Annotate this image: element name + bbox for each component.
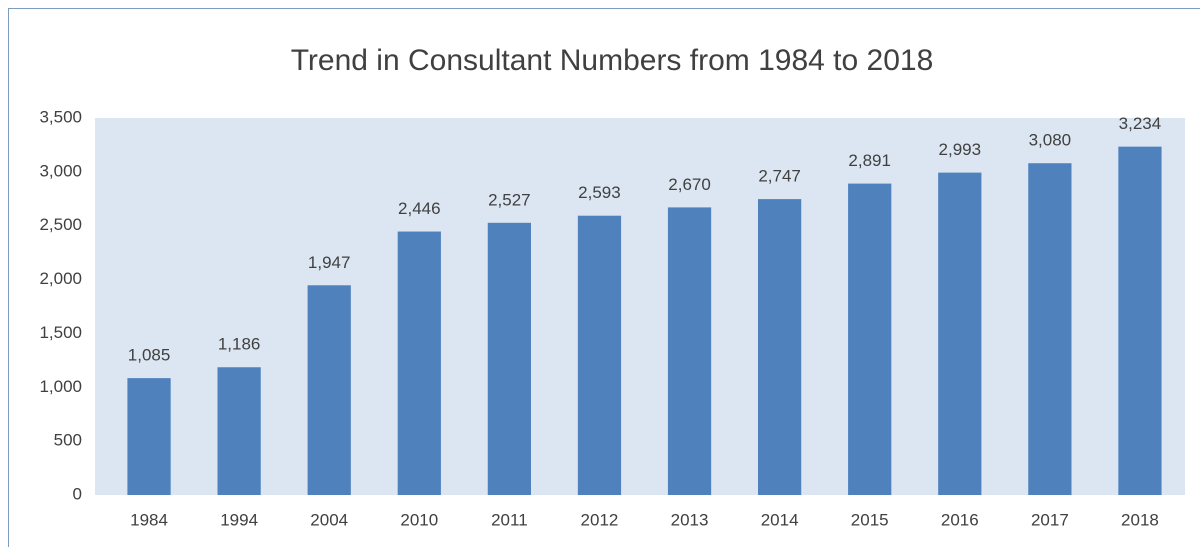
x-tick-label: 1994 — [220, 510, 258, 529]
y-tick-label: 1,500 — [39, 323, 82, 342]
bar — [848, 183, 892, 495]
data-label: 2,527 — [488, 190, 531, 209]
data-label: 2,593 — [578, 183, 621, 202]
bar — [1028, 163, 1072, 496]
data-label: 1,085 — [128, 346, 171, 365]
x-tick-label: 2010 — [400, 510, 438, 529]
data-label: 2,446 — [398, 199, 441, 218]
x-tick-label: 2012 — [581, 510, 619, 529]
data-label: 1,186 — [218, 335, 261, 354]
bar — [577, 215, 622, 496]
chart-title: Trend in Consultant Numbers from 1984 to… — [291, 44, 934, 77]
data-label: 3,234 — [1119, 114, 1162, 133]
plot-area — [95, 118, 1185, 495]
x-tick-label: 2015 — [851, 510, 889, 529]
bar — [938, 172, 982, 495]
y-tick-label: 0 — [73, 484, 82, 503]
x-tick-label: 2017 — [1031, 510, 1069, 529]
bar — [667, 207, 712, 495]
y-tick-label: 500 — [54, 431, 82, 450]
bar — [217, 367, 261, 495]
data-label: 3,080 — [1029, 131, 1072, 150]
y-tick-label: 1,000 — [39, 377, 82, 396]
data-label: 1,947 — [308, 253, 351, 272]
y-tick-label: 2,500 — [39, 215, 82, 234]
x-tick-label: 1984 — [130, 510, 168, 529]
x-tick-label: 2018 — [1121, 510, 1159, 529]
x-tick-label: 2013 — [671, 510, 709, 529]
x-tick-label: 2011 — [491, 510, 528, 529]
bar — [758, 199, 802, 495]
bar — [397, 231, 441, 495]
bar — [307, 285, 351, 495]
x-tick-label: 2016 — [941, 510, 979, 529]
y-tick-label: 3,500 — [39, 107, 82, 126]
bar — [1118, 146, 1162, 496]
data-label: 2,670 — [668, 175, 711, 194]
data-label: 2,993 — [939, 140, 982, 159]
y-tick-label: 2,000 — [39, 269, 82, 288]
bar — [127, 378, 171, 495]
x-tick-label: 2014 — [761, 510, 799, 529]
data-label: 2,891 — [848, 151, 891, 170]
x-tick-label: 2004 — [310, 510, 348, 529]
y-tick-label: 3,000 — [39, 161, 82, 180]
bar — [487, 222, 531, 495]
data-label: 2,747 — [758, 167, 801, 186]
